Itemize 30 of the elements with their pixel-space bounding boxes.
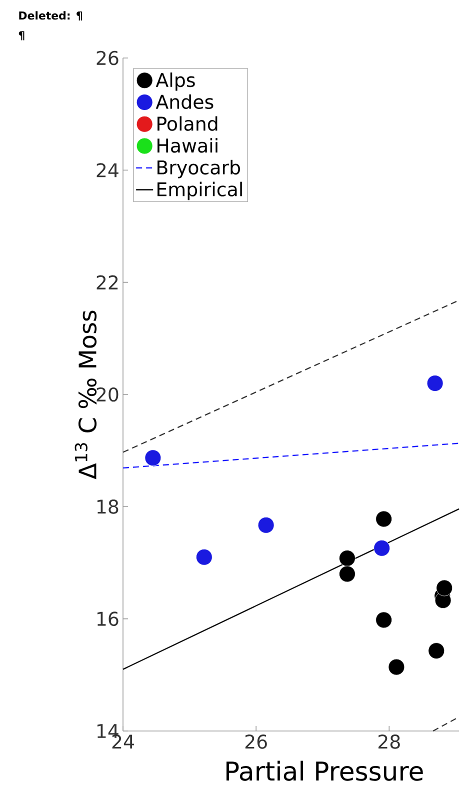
legend-label: Hawaii <box>158 138 218 153</box>
legend-label: Andes <box>156 94 214 109</box>
text: ¶ <box>18 31 24 40</box>
point <box>426 375 444 392</box>
point <box>339 566 356 582</box>
y-tick-label: 20 <box>96 387 118 402</box>
point <box>376 612 392 628</box>
point <box>376 510 392 528</box>
x-tick-label: 26 <box>245 734 267 749</box>
y-tick-label: 16 <box>97 612 118 626</box>
legend-label: Empirical <box>158 182 242 200</box>
y-tick-label: 22 <box>96 275 118 290</box>
point <box>196 548 212 566</box>
x-tick-label: 28 <box>378 734 400 749</box>
legend-label: Bryocarb <box>158 160 240 178</box>
y-axis-title: Δ$^{13}$ C ‰ Moss <box>74 310 97 480</box>
legend-label: Poland <box>158 116 218 131</box>
point <box>339 550 356 566</box>
point <box>428 642 445 659</box>
x-axis-title: Partial Pressure <box>226 760 423 781</box>
text: Deleted: ¶ <box>19 11 82 21</box>
point <box>258 516 274 534</box>
y-tick-label: 24 <box>96 163 118 178</box>
point <box>436 580 453 596</box>
y-tick-label: 26 <box>96 50 118 66</box>
legend-label: Alps <box>156 72 195 91</box>
point <box>374 540 390 556</box>
point <box>144 450 162 466</box>
y-tick-label: 18 <box>97 500 118 514</box>
point <box>388 658 405 676</box>
